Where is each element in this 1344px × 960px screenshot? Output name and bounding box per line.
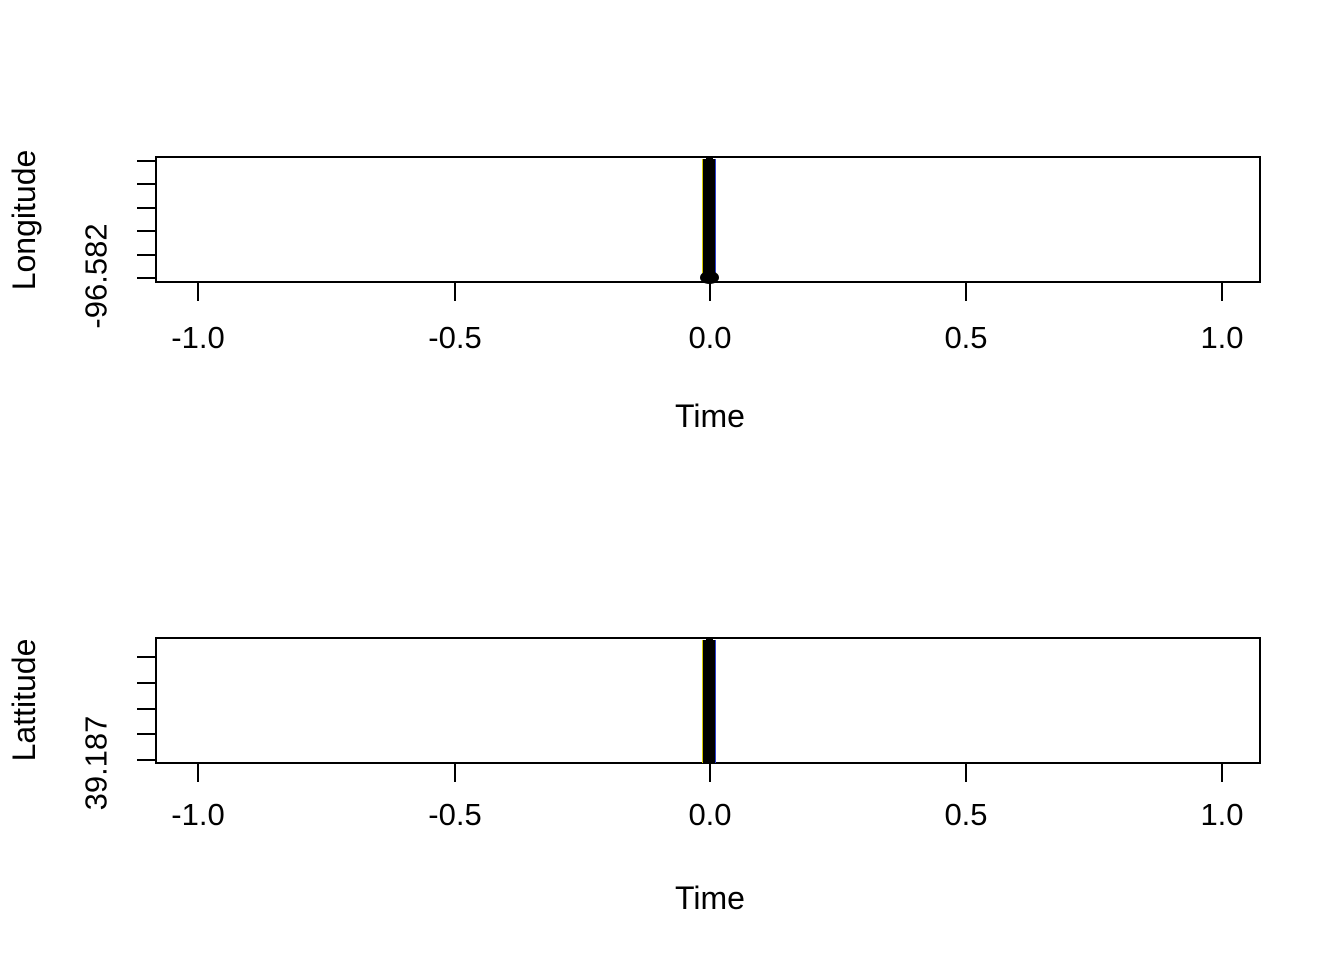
x-axis-tick <box>197 283 199 301</box>
y-axis-tick <box>137 759 155 761</box>
latitude-time-panel: Lattitude 39.187 -1.0 -0.5 0.0 0.5 1.0 T… <box>0 480 1344 960</box>
y-axis-tick <box>137 708 155 710</box>
x-axis-title: Time <box>675 880 745 916</box>
y-axis-tick <box>137 277 155 279</box>
x-tick-label: 0.0 <box>688 797 732 832</box>
y-axis-tick <box>137 183 155 185</box>
x-tick-label: 1.0 <box>1200 797 1244 832</box>
y-axis-tick <box>137 160 155 162</box>
x-tick-label: 0.5 <box>944 797 988 832</box>
x-tick-label: -0.5 <box>428 797 482 832</box>
x-axis-tick <box>965 764 967 782</box>
y-tick-label-longitude: -96.582 <box>78 223 114 329</box>
data-cluster-bar <box>702 159 716 278</box>
x-axis-tick <box>1221 764 1223 782</box>
x-tick-label: -1.0 <box>171 797 225 832</box>
longitude-time-panel: Longitude -96.582 -1.0 -0.5 0.0 0.5 1.0 … <box>6 149 1261 434</box>
x-axis-tick <box>709 283 711 301</box>
data-point-dot <box>700 271 719 284</box>
x-tick-label: 0.5 <box>944 320 988 355</box>
x-tick-label: -0.5 <box>428 320 482 355</box>
x-axis-tick <box>197 764 199 782</box>
y-axis-tick <box>137 230 155 232</box>
x-tick-label: 1.0 <box>1200 320 1244 355</box>
x-axis-tick <box>454 764 456 782</box>
x-axis-tick <box>965 283 967 301</box>
y-axis-title-latitude: Lattitude <box>6 638 42 762</box>
y-axis-title-longitude: Longitude <box>6 149 42 291</box>
x-axis-title: Time <box>675 398 745 434</box>
y-axis-tick <box>137 254 155 256</box>
data-cluster-bar <box>702 640 716 763</box>
x-axis-tick <box>1221 283 1223 301</box>
y-axis-tick <box>137 207 155 209</box>
x-axis-tick <box>709 764 711 782</box>
x-axis-tick <box>454 283 456 301</box>
y-axis-tick <box>137 682 155 684</box>
x-tick-label: 0.0 <box>688 320 732 355</box>
y-tick-label-latitude: 39.187 <box>78 715 114 811</box>
y-axis-tick <box>137 656 155 658</box>
y-axis-tick <box>137 733 155 735</box>
x-tick-label: -1.0 <box>171 320 225 355</box>
